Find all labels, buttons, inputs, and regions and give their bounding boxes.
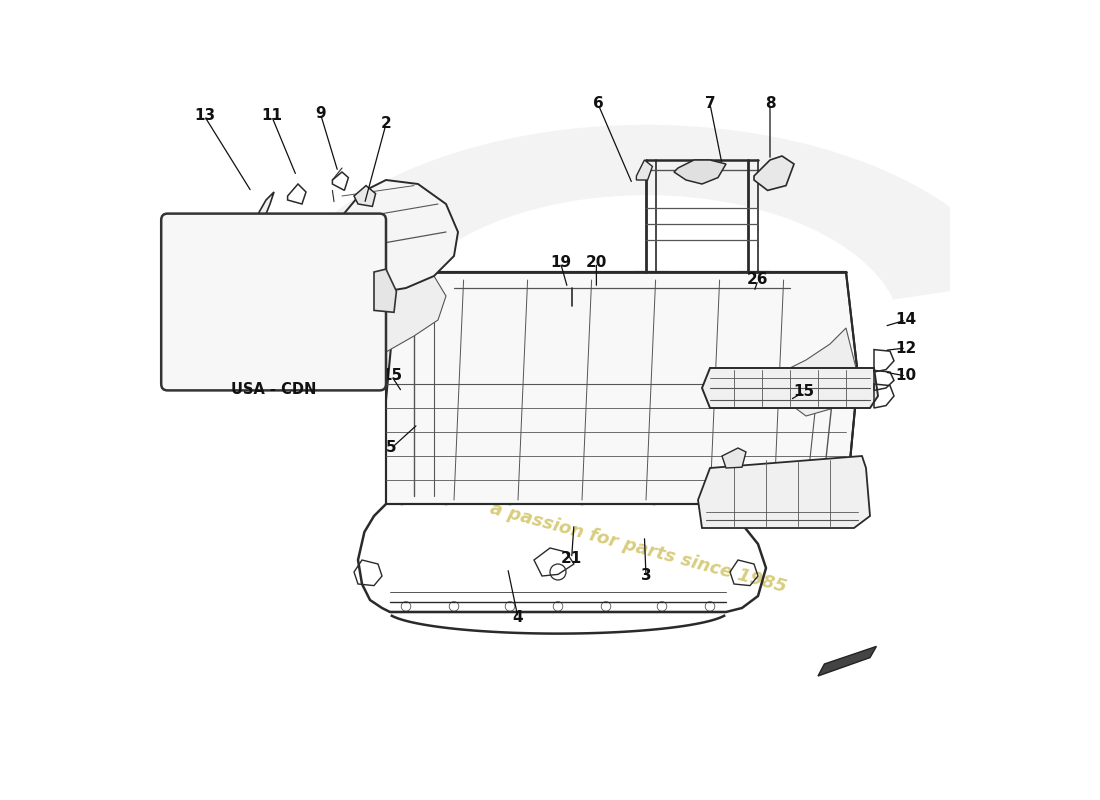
Circle shape — [279, 321, 287, 329]
Text: 17: 17 — [194, 321, 214, 335]
Polygon shape — [698, 456, 870, 528]
Text: 18: 18 — [194, 342, 214, 357]
Polygon shape — [374, 269, 396, 312]
Text: 16: 16 — [194, 299, 214, 314]
Text: 5: 5 — [386, 441, 397, 455]
Polygon shape — [702, 368, 878, 408]
Polygon shape — [242, 192, 274, 248]
Text: USA - CDN: USA - CDN — [231, 382, 317, 398]
Text: 3: 3 — [640, 569, 651, 583]
Polygon shape — [386, 272, 858, 504]
Polygon shape — [674, 160, 726, 184]
Polygon shape — [262, 125, 1016, 390]
Text: 21: 21 — [561, 551, 582, 566]
Text: 19: 19 — [550, 255, 571, 270]
Polygon shape — [282, 180, 458, 356]
Text: 8: 8 — [764, 97, 776, 111]
Text: 20: 20 — [585, 255, 607, 270]
Polygon shape — [386, 272, 446, 352]
Text: 2: 2 — [381, 117, 392, 131]
Text: 22: 22 — [338, 293, 359, 307]
Text: 11: 11 — [261, 109, 282, 123]
Polygon shape — [722, 448, 746, 468]
Text: 9: 9 — [315, 106, 326, 121]
Polygon shape — [354, 186, 375, 206]
Text: 12: 12 — [895, 341, 916, 355]
Text: 15: 15 — [793, 385, 814, 399]
Text: 6: 6 — [593, 97, 604, 111]
Text: 18: 18 — [194, 277, 214, 291]
Text: 13: 13 — [194, 109, 214, 123]
Text: 14: 14 — [895, 313, 916, 327]
Text: 7: 7 — [705, 97, 715, 111]
Text: 26: 26 — [747, 273, 769, 287]
Text: 17: 17 — [194, 255, 214, 270]
Text: 4: 4 — [513, 610, 524, 625]
Polygon shape — [637, 160, 652, 180]
Text: 10: 10 — [895, 369, 916, 383]
Text: 15: 15 — [381, 369, 403, 383]
Polygon shape — [774, 328, 858, 416]
FancyBboxPatch shape — [162, 214, 386, 390]
Polygon shape — [754, 156, 794, 190]
Polygon shape — [818, 646, 877, 676]
Polygon shape — [282, 320, 303, 346]
Text: a passion for parts since 1985: a passion for parts since 1985 — [487, 500, 789, 596]
